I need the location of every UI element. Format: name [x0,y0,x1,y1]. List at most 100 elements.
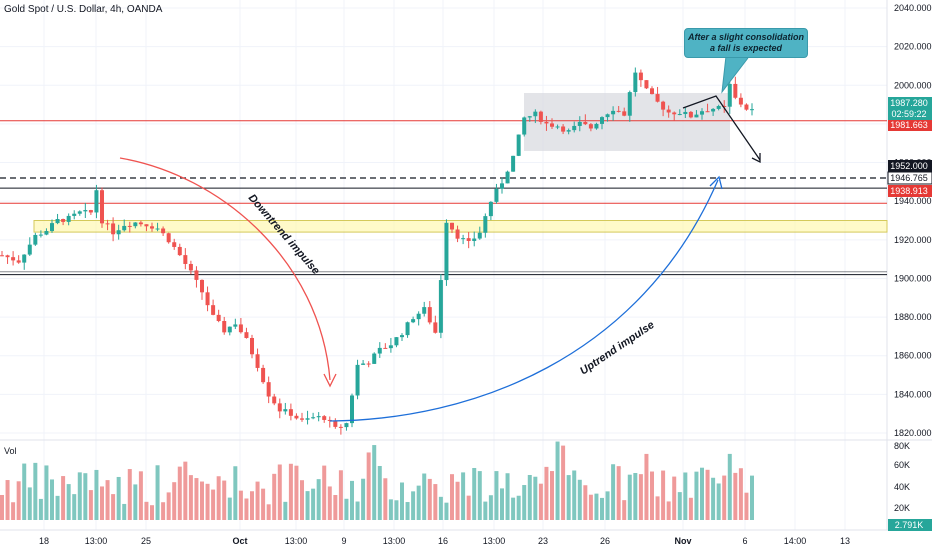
candle-body [544,121,549,124]
candle-body [661,101,666,110]
current-price-badge-bg [888,97,932,109]
candle-body [638,72,643,81]
candle-body [677,114,682,116]
volume-bar [461,472,466,520]
time-tick-label: 23 [538,536,548,546]
volume-bar [183,461,188,520]
candle-body [172,242,177,247]
volume-bar [27,487,32,520]
volume-bar [433,484,438,520]
volume-bar [50,479,54,520]
volume-bar [266,504,271,520]
candle-body [750,109,754,111]
candle-body [161,228,166,234]
price-tick-label: 1860.000 [894,351,932,361]
candle-body [294,415,299,419]
volume-bar [188,475,193,520]
candle-body [594,123,599,129]
candle-body [688,111,693,118]
volume-bar [105,480,110,520]
candle-body [116,230,121,235]
volume-bar [161,502,166,520]
candle-body [244,332,249,338]
volume-bar [133,484,138,520]
candle-body [316,416,321,418]
volume-bar [111,494,116,520]
price-tick-label: 1840.000 [894,389,932,399]
red-lower-badge-bg [888,185,932,197]
volume-bar [88,490,93,520]
volume-bar [22,463,27,520]
volume-bar [733,472,738,520]
volume-bar [327,486,332,520]
candle-body [183,255,188,264]
volume-bar [416,485,421,520]
candle-body [66,215,71,222]
volume-bar [511,497,516,520]
candle-body [483,216,488,233]
candle-body [22,254,27,263]
volume-bar [727,453,732,520]
volume-bar [477,471,482,520]
volume-bar [344,498,349,520]
volume-bar [583,485,588,520]
candle-body [722,106,727,108]
volume-bar [272,473,277,520]
candle-body [616,110,621,112]
volume-tick-label: 80K [894,441,910,451]
candle-body [555,126,560,128]
chart-zones [33,93,888,233]
axes: 2040.0002020.0002000.0001980.0001960.000… [39,3,932,546]
candle-body [255,354,260,368]
candle-body [33,234,38,245]
volume-bar [77,472,82,520]
candle-body [666,109,671,113]
candle-body [683,111,688,115]
volume-bar [350,480,354,520]
volume-bar [444,502,449,520]
candle-body [444,222,449,281]
candle-body [127,225,132,227]
volume-bar [522,485,527,520]
volume-bar [616,466,621,520]
volume-bar [166,492,171,520]
time-tick-label: 16 [438,536,448,546]
volume-bar [233,466,238,520]
candle-body [700,111,704,115]
price-tick-label: 1900.000 [894,273,932,283]
volume-bar [238,490,243,520]
volume-bar [505,473,510,520]
volume-label: Vol [4,446,17,456]
volume-bar [222,480,227,520]
volume-bar [722,475,727,520]
volume-bar [483,501,488,520]
candle-body [333,420,338,427]
volume-bar [294,465,299,520]
red-upper-badge: 1981.663 [890,120,928,130]
callout-line-2: a fall is expected [709,43,783,53]
expected-fall-arrowhead [751,153,761,164]
volume-bar [377,465,382,520]
candle-body [494,188,499,202]
candle-body [16,260,21,263]
volume-bar [672,476,677,520]
candle-body [322,416,327,420]
time-tick-label: 14:00 [784,536,807,546]
consolidation-callout: After a slight consolidation a fall is e… [684,28,808,58]
candle-body [561,126,566,132]
time-tick-label: 18 [39,536,49,546]
candle-body [716,106,721,109]
candle-body [216,314,221,322]
red-lower-badge: 1938.913 [890,186,928,196]
price-tick-label: 2040.000 [894,3,932,13]
candle-body [511,155,516,172]
volume-bar [411,491,416,520]
candle-body [733,83,738,98]
volume-bar [127,469,132,520]
candle-body [572,125,577,131]
volume-bar [227,497,232,520]
candle-body [205,292,210,306]
candle-body [105,223,110,225]
volume-bar [655,496,660,520]
